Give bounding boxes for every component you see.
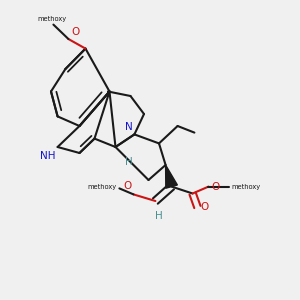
Text: N: N bbox=[125, 122, 133, 132]
Text: H: H bbox=[155, 211, 163, 221]
Text: H: H bbox=[124, 157, 132, 166]
Polygon shape bbox=[166, 165, 177, 188]
Text: methoxy: methoxy bbox=[231, 184, 260, 190]
Text: O: O bbox=[124, 181, 132, 191]
Text: O: O bbox=[212, 182, 220, 192]
Text: NH: NH bbox=[40, 151, 55, 160]
Text: O: O bbox=[71, 27, 80, 37]
Text: methoxy: methoxy bbox=[37, 16, 67, 22]
Text: O: O bbox=[200, 202, 209, 212]
Text: methoxy: methoxy bbox=[88, 184, 117, 190]
